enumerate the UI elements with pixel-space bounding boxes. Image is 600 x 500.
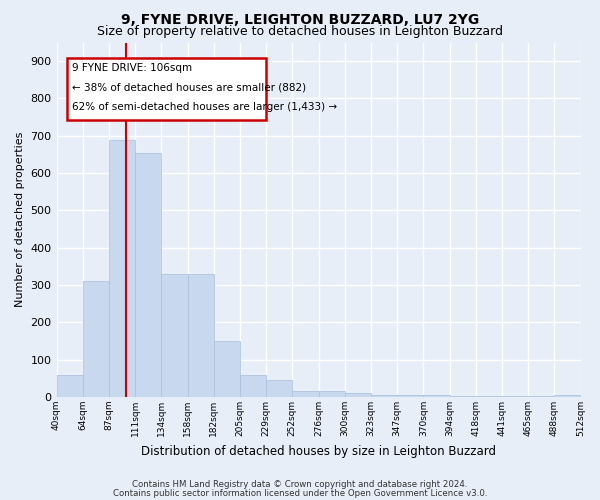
Bar (83, 282, 109, 397)
Bar (240, 374, 266, 397)
Bar (397, 395, 424, 397)
Bar (345, 394, 371, 397)
Bar (161, 274, 188, 397)
Bar (476, 396, 502, 397)
Text: 62% of semi-detached houses are larger (1,433) →: 62% of semi-detached houses are larger (… (72, 102, 337, 112)
Bar (188, 274, 214, 397)
Bar (319, 392, 345, 397)
Bar (424, 395, 449, 397)
Bar (528, 396, 554, 397)
Text: Contains public sector information licensed under the Open Government Licence v3: Contains public sector information licen… (113, 490, 487, 498)
Text: 9, FYNE DRIVE, LEIGHTON BUZZARD, LU7 2YG: 9, FYNE DRIVE, LEIGHTON BUZZARD, LU7 2YG (121, 12, 479, 26)
Bar (135, 152, 161, 397)
Bar (56, 374, 83, 397)
Bar (214, 341, 240, 397)
FancyBboxPatch shape (67, 58, 266, 120)
Y-axis label: Number of detached properties: Number of detached properties (15, 132, 25, 308)
Bar (292, 392, 319, 397)
Text: ← 38% of detached houses are smaller (882): ← 38% of detached houses are smaller (88… (72, 82, 307, 92)
Text: Contains HM Land Registry data © Crown copyright and database right 2024.: Contains HM Land Registry data © Crown c… (132, 480, 468, 489)
X-axis label: Distribution of detached houses by size in Leighton Buzzard: Distribution of detached houses by size … (141, 444, 496, 458)
Bar (449, 396, 476, 397)
Bar (502, 396, 528, 397)
Text: Size of property relative to detached houses in Leighton Buzzard: Size of property relative to detached ho… (97, 25, 503, 38)
Text: 9 FYNE DRIVE: 106sqm: 9 FYNE DRIVE: 106sqm (72, 62, 193, 72)
Bar (109, 140, 135, 397)
Bar (371, 395, 397, 397)
Bar (266, 380, 292, 397)
Bar (554, 395, 580, 397)
